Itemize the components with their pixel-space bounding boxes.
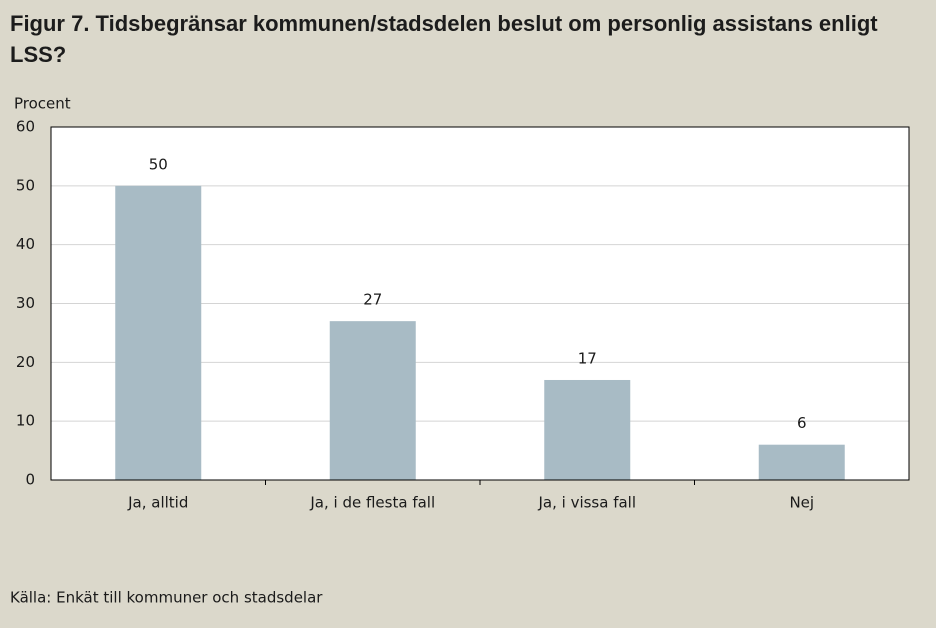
- y-tick-label: 50: [16, 176, 35, 194]
- bar: [115, 185, 202, 481]
- bar: [329, 321, 416, 480]
- bar: [758, 444, 845, 480]
- bar: [544, 379, 631, 480]
- data-label: 27: [363, 291, 382, 309]
- y-tick-label: 60: [16, 118, 35, 136]
- data-label: 17: [578, 349, 597, 367]
- data-label: 50: [149, 155, 168, 173]
- x-tick-label: Ja, i vissa fall: [537, 494, 636, 512]
- source: Källa: Enkät till kommuner och stadsdela…: [10, 589, 323, 607]
- data-label: 6: [797, 414, 807, 432]
- y-tick-label: 0: [25, 471, 35, 489]
- y-tick-label: 10: [16, 412, 35, 430]
- y-tick-label: 40: [16, 235, 35, 253]
- chart-title: Figur 7. Tidsbegränsar kommunen/stadsdel…: [10, 11, 878, 67]
- y-axis-label: Procent: [14, 95, 71, 113]
- x-tick-label: Nej: [789, 494, 814, 512]
- plot-border: [50, 126, 910, 481]
- y-tick-label: 30: [16, 294, 35, 312]
- x-tick-label: Ja, alltid: [127, 494, 188, 512]
- y-tick-label: 20: [16, 353, 35, 371]
- x-tick-label: Ja, i de flesta fall: [309, 494, 435, 512]
